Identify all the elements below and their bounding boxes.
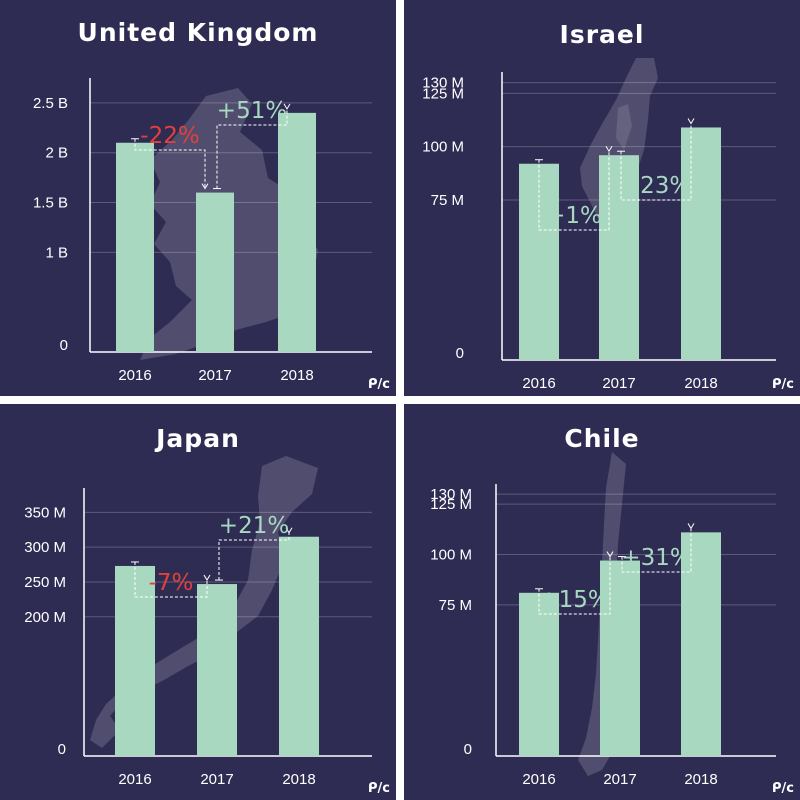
change-label: +21%	[219, 513, 289, 539]
y-tick-label: 100 M	[430, 547, 472, 564]
bar-2018	[681, 127, 721, 360]
y-tick-label: 200 M	[24, 609, 66, 626]
panel-japan: Japan 0 200 M 250 M 300 M 350 M 2016 2017 2018 -…	[0, 404, 396, 800]
bar-2018	[681, 532, 721, 756]
connector-arrowhead	[283, 103, 291, 110]
x-tick-label: 2018	[684, 375, 717, 392]
x-tick-label: 2017	[198, 367, 231, 384]
change-label: +15%	[539, 587, 609, 613]
change-label: -22%	[140, 123, 199, 149]
x-tick-label: 2017	[602, 375, 635, 392]
y-tick-label: 2.5 B	[33, 95, 68, 112]
lake-silhouette	[616, 104, 632, 150]
bar-2017	[599, 155, 639, 360]
panel-israel: Israel 0 75 M 100 M 125 M 130 M 2016 2017 2018 +…	[404, 0, 800, 396]
change-label: +1%	[546, 203, 602, 229]
x-tick-label: 2017	[603, 771, 636, 788]
chart-title: United Kingdom	[77, 18, 319, 47]
x-tick-label: 2018	[282, 771, 315, 788]
brand-logo: ᑭ/c	[771, 781, 794, 796]
chart-title: Chile	[564, 424, 640, 453]
y-tick-label: 1 B	[45, 244, 68, 261]
y-tick-label: 300 M	[24, 539, 66, 556]
change-connector	[620, 123, 692, 201]
brand-logo: ᑭ/c	[771, 377, 794, 392]
connector-arrowhead	[687, 523, 695, 530]
y-tick-label: 75 M	[439, 597, 472, 614]
change-connector	[621, 528, 692, 573]
y-tick-label: 2 B	[45, 145, 68, 162]
y-tick-label: 0	[58, 741, 66, 758]
change-label: +51%	[217, 98, 287, 124]
chart-title: Japan	[156, 424, 240, 453]
y-tick-label: 0	[464, 741, 472, 758]
change-label: +23%	[621, 173, 691, 199]
x-tick-label: 2018	[280, 367, 313, 384]
panel-united-kingdom: United Kingdom 0 1 B 1.5 B 2 B 2.5 B 2016 2017…	[0, 0, 396, 396]
y-tick-label: 0	[456, 345, 464, 362]
chart-united-kingdom: 0 1 B 1.5 B 2 B 2.5 B 2016 2017 2018 -22% +51%	[33, 78, 372, 384]
y-tick-label: 100 M	[422, 139, 464, 156]
change-connector	[216, 108, 288, 189]
bar-2017	[197, 584, 237, 756]
bar-2017	[600, 560, 640, 756]
y-tick-label: 130 M	[430, 486, 472, 503]
bar-2018	[279, 536, 319, 756]
bar-2016	[115, 565, 155, 756]
change-connector	[218, 532, 290, 581]
y-tick-label: 125 M	[422, 85, 464, 102]
x-tick-label: 2017	[200, 771, 233, 788]
x-tick-label: 2018	[684, 771, 717, 788]
bar-2016	[116, 142, 154, 352]
y-tick-label: 75 M	[431, 192, 464, 209]
connector-arrowhead	[203, 574, 211, 582]
y-tick-label: 125 M	[430, 496, 472, 513]
connector-arrowhead	[285, 527, 293, 534]
connector-arrowhead	[605, 145, 613, 153]
panel-chile: Chile 0 75 M 100 M 125 M 130 M 2016 2017 2018 +1…	[404, 404, 800, 800]
chart-title: Israel	[559, 20, 645, 49]
connector-arrowhead	[687, 118, 695, 125]
y-tick-label: 350 M	[24, 504, 66, 521]
change-connector	[538, 151, 610, 231]
change-connector	[538, 556, 611, 615]
change-connector	[134, 561, 208, 598]
x-tick-label: 2016	[118, 367, 151, 384]
connector-arrowhead	[606, 551, 614, 558]
x-tick-label: 2016	[118, 771, 151, 788]
bar-2018	[278, 112, 316, 352]
change-label: +31%	[621, 545, 691, 571]
y-tick-label: 250 M	[24, 574, 66, 591]
x-tick-label: 2016	[522, 771, 555, 788]
y-tick-label: 1.5 B	[33, 195, 68, 212]
brand-logo: ᑭ/c	[367, 377, 390, 392]
change-label: -7%	[149, 570, 194, 596]
brand-logo: ᑭ/c	[367, 781, 390, 796]
change-connector	[134, 138, 206, 189]
bar-2016	[519, 592, 559, 756]
y-tick-label: 130 M	[422, 75, 464, 92]
x-tick-label: 2016	[522, 375, 555, 392]
y-tick-label: 0	[60, 337, 68, 354]
connector-arrowhead	[201, 183, 209, 190]
bar-2017	[196, 192, 234, 352]
chart-japan: 0 200 M 250 M 300 M 350 M 2016 2017 2018 -7% +21%	[24, 456, 372, 788]
bar-2016	[519, 163, 559, 360]
